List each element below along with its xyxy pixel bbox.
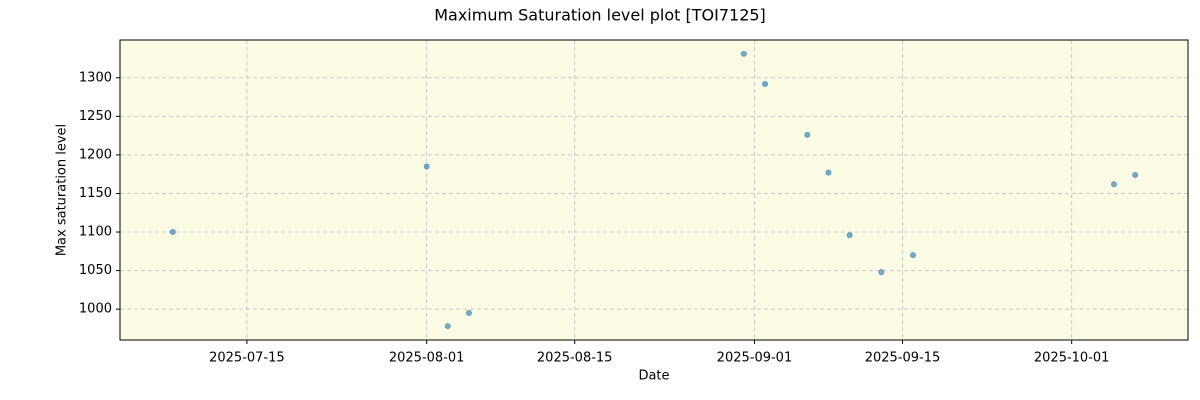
point	[740, 50, 747, 57]
plot-area	[120, 40, 1188, 340]
point	[423, 163, 430, 170]
y-axis-label: Max saturation level	[55, 124, 70, 256]
y-tick-label: 1300	[79, 70, 112, 85]
point	[762, 80, 769, 87]
point	[465, 310, 472, 317]
x-tick-label: 2025-10-01	[1034, 351, 1110, 366]
x-tick-label: 2025-09-01	[717, 351, 793, 366]
point	[1132, 171, 1139, 178]
y-tick-label: 1100	[79, 225, 112, 240]
x-tick-label: 2025-07-15	[209, 351, 285, 366]
point	[804, 131, 811, 138]
chart-title: Maximum Saturation level plot [TOI7125]	[434, 6, 766, 25]
point	[169, 229, 176, 236]
y-tick-label: 1200	[79, 147, 112, 162]
point	[1110, 181, 1117, 188]
x-tick-label: 2025-09-15	[865, 351, 941, 366]
y-tick-label: 1150	[79, 186, 112, 201]
y-tick-label: 1250	[79, 109, 112, 124]
point	[846, 232, 853, 239]
x-tick-label: 2025-08-01	[389, 351, 465, 366]
x-tick-label: 2025-08-15	[537, 351, 613, 366]
x-axis-label: Date	[638, 369, 669, 384]
point	[825, 169, 832, 176]
y-tick-label: 1000	[79, 302, 112, 317]
y-tick-label: 1050	[79, 263, 112, 278]
point	[444, 323, 451, 330]
point	[910, 252, 917, 259]
plot-frame	[119, 39, 1189, 341]
point	[878, 269, 885, 276]
